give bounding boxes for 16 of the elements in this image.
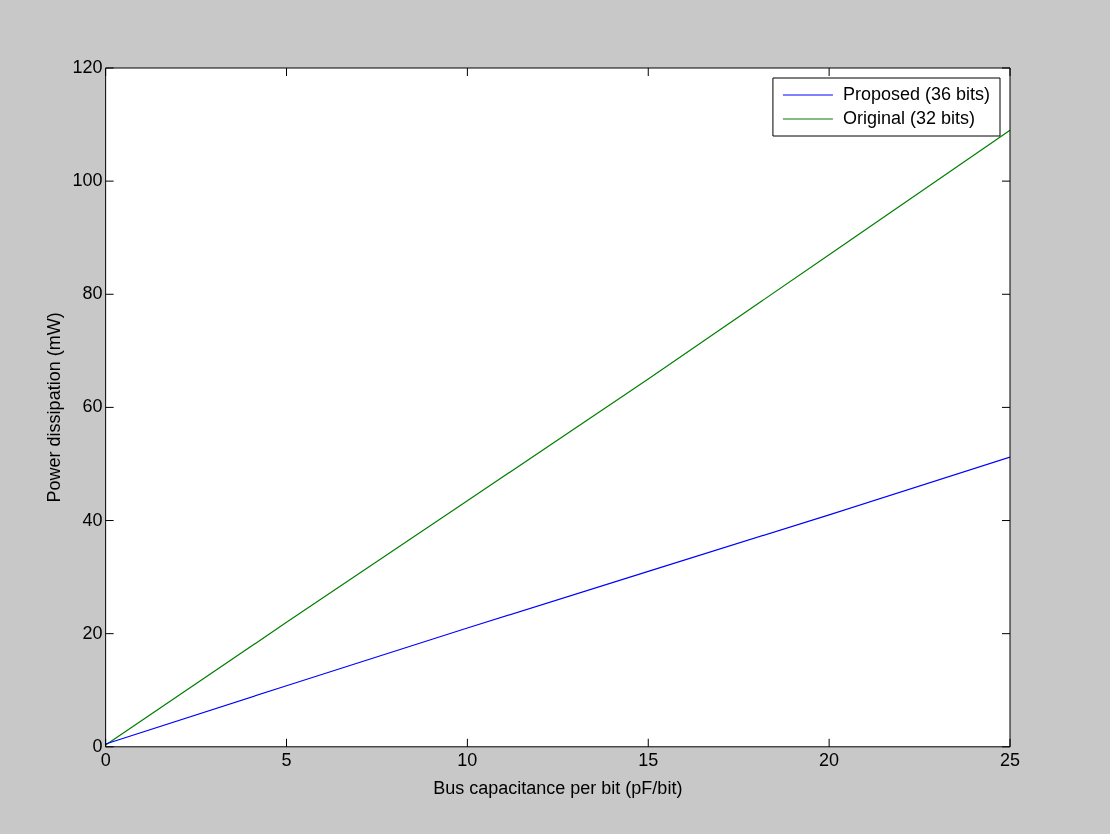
legend-label: Proposed (36 bits) bbox=[842, 83, 990, 104]
x-tick-label: 15 bbox=[638, 749, 659, 770]
y-tick-label: 100 bbox=[72, 170, 103, 191]
y-tick-label: 60 bbox=[82, 396, 103, 417]
legend-label: Original (32 bits) bbox=[842, 107, 975, 128]
y-tick-label: 120 bbox=[72, 56, 103, 77]
y-tick-label: 20 bbox=[82, 622, 103, 643]
x-tick-label: 5 bbox=[281, 749, 292, 770]
x-tick-label: 10 bbox=[457, 749, 478, 770]
y-tick-label: 40 bbox=[82, 509, 103, 530]
y-axis-title: Power dissipation (mW) bbox=[43, 312, 64, 503]
x-axis-title: Bus capacitance per bit (pF/bit) bbox=[433, 778, 683, 799]
x-tick-label: 25 bbox=[999, 749, 1021, 770]
x-tick-label: 20 bbox=[819, 749, 840, 770]
y-tick-label: 0 bbox=[92, 735, 103, 756]
y-tick-label: 80 bbox=[82, 283, 103, 304]
